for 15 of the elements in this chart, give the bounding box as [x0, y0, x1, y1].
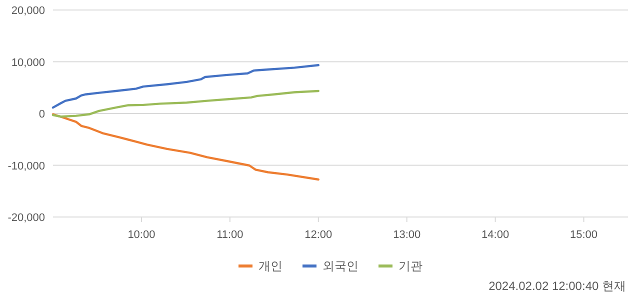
- x-tick-label: 13:00: [393, 229, 421, 241]
- y-tick-label: 20,000: [11, 5, 45, 17]
- y-tick-label: -20,000: [8, 212, 45, 224]
- x-tick-label: 11:00: [216, 229, 244, 241]
- y-tick-label: -10,000: [8, 160, 45, 172]
- legend-label: 외국인: [322, 259, 358, 273]
- text: 2024.02.02 12:00:40 현재: [488, 279, 626, 293]
- legend-label: 개인: [258, 259, 282, 273]
- y-tick-label: 10,000: [11, 56, 45, 69]
- x-tick-label: 10:00: [128, 229, 156, 241]
- legend-label: 기관: [398, 259, 422, 273]
- y-tick-label: 0: [38, 108, 45, 120]
- x-tick-label: 15:00: [570, 229, 598, 241]
- x-tick-label: 12:00: [304, 229, 332, 241]
- x-tick-label: 14:00: [482, 229, 510, 241]
